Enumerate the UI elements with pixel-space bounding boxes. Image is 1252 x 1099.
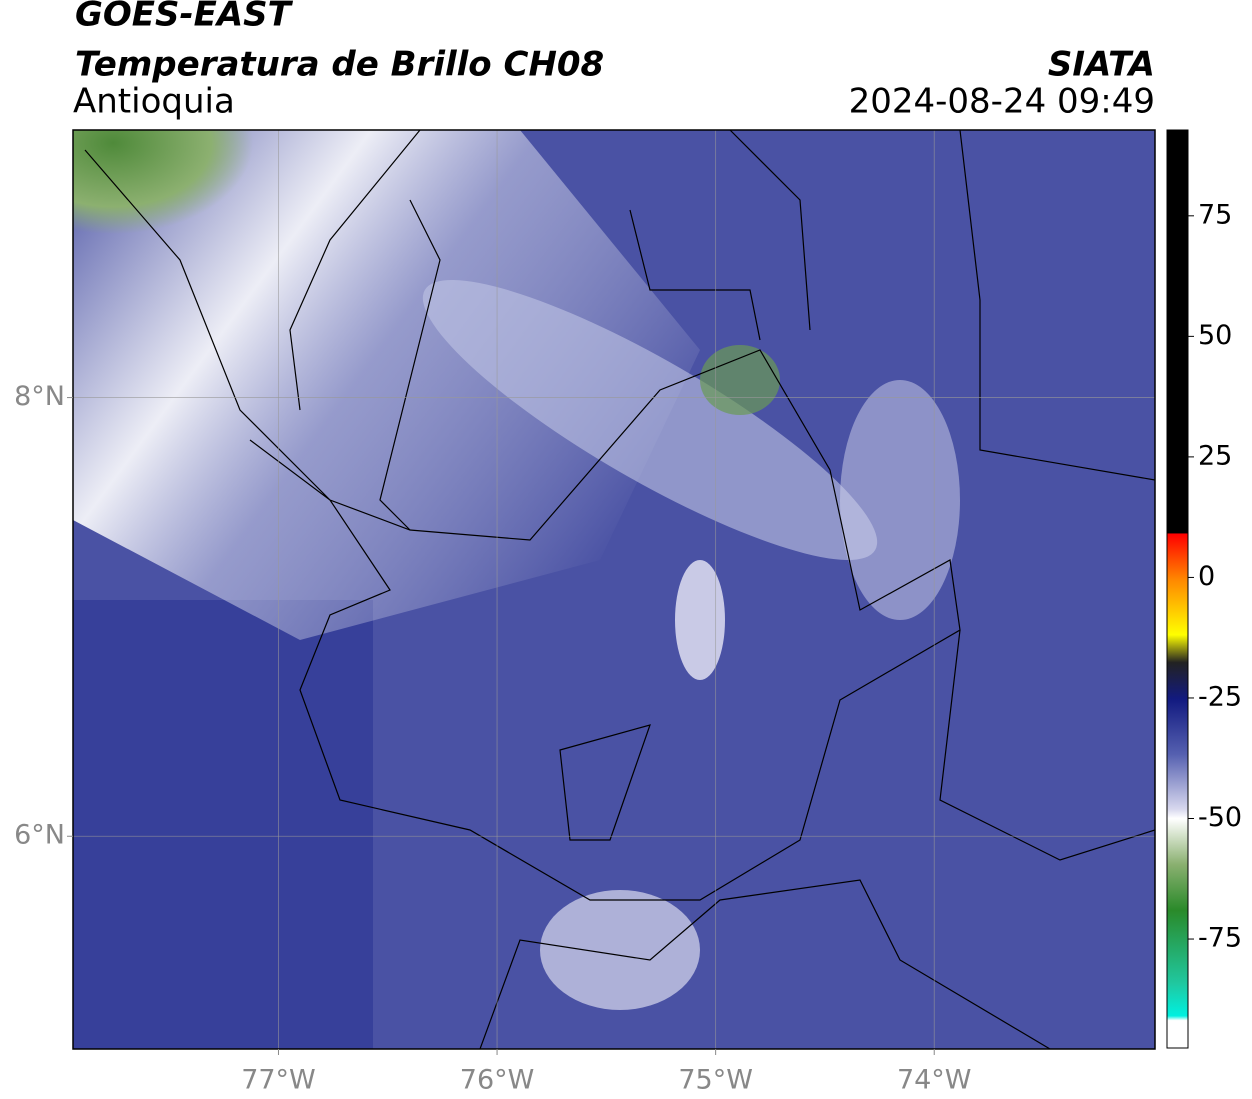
colorbar-tick-label: -50 — [1198, 802, 1242, 833]
colorbar-tick-label: 0 — [1198, 561, 1215, 592]
datetime: 2024-08-24 09:49 — [849, 82, 1155, 122]
x-tick-label: 75°W — [678, 1065, 753, 1096]
x-tick-label: 76°W — [460, 1065, 535, 1096]
satellite-title: GOES-EAST — [75, 0, 294, 35]
product-title: Temperatura de Brillo CH08 — [75, 45, 604, 85]
y-tick-label: 6°N — [14, 820, 65, 851]
region: Antioquia — [73, 82, 235, 122]
colorbar-tick-label: 75 — [1198, 199, 1232, 230]
colorbar-tick-label: 25 — [1198, 440, 1232, 471]
x-tick-label: 77°W — [241, 1065, 316, 1096]
source: SIATA — [1048, 45, 1155, 85]
colorbar — [1166, 129, 1189, 1049]
y-tick-label: 8°N — [14, 381, 65, 412]
colorbar-tick-label: -75 — [1198, 923, 1242, 954]
colorbar-tick-label: -25 — [1198, 681, 1242, 712]
grid — [73, 130, 1155, 1049]
map-frame — [72, 129, 1156, 1050]
colorbar-tick-label: 50 — [1198, 320, 1232, 351]
x-tick-label: 74°W — [897, 1065, 972, 1096]
satellite-image — [73, 130, 1155, 1049]
